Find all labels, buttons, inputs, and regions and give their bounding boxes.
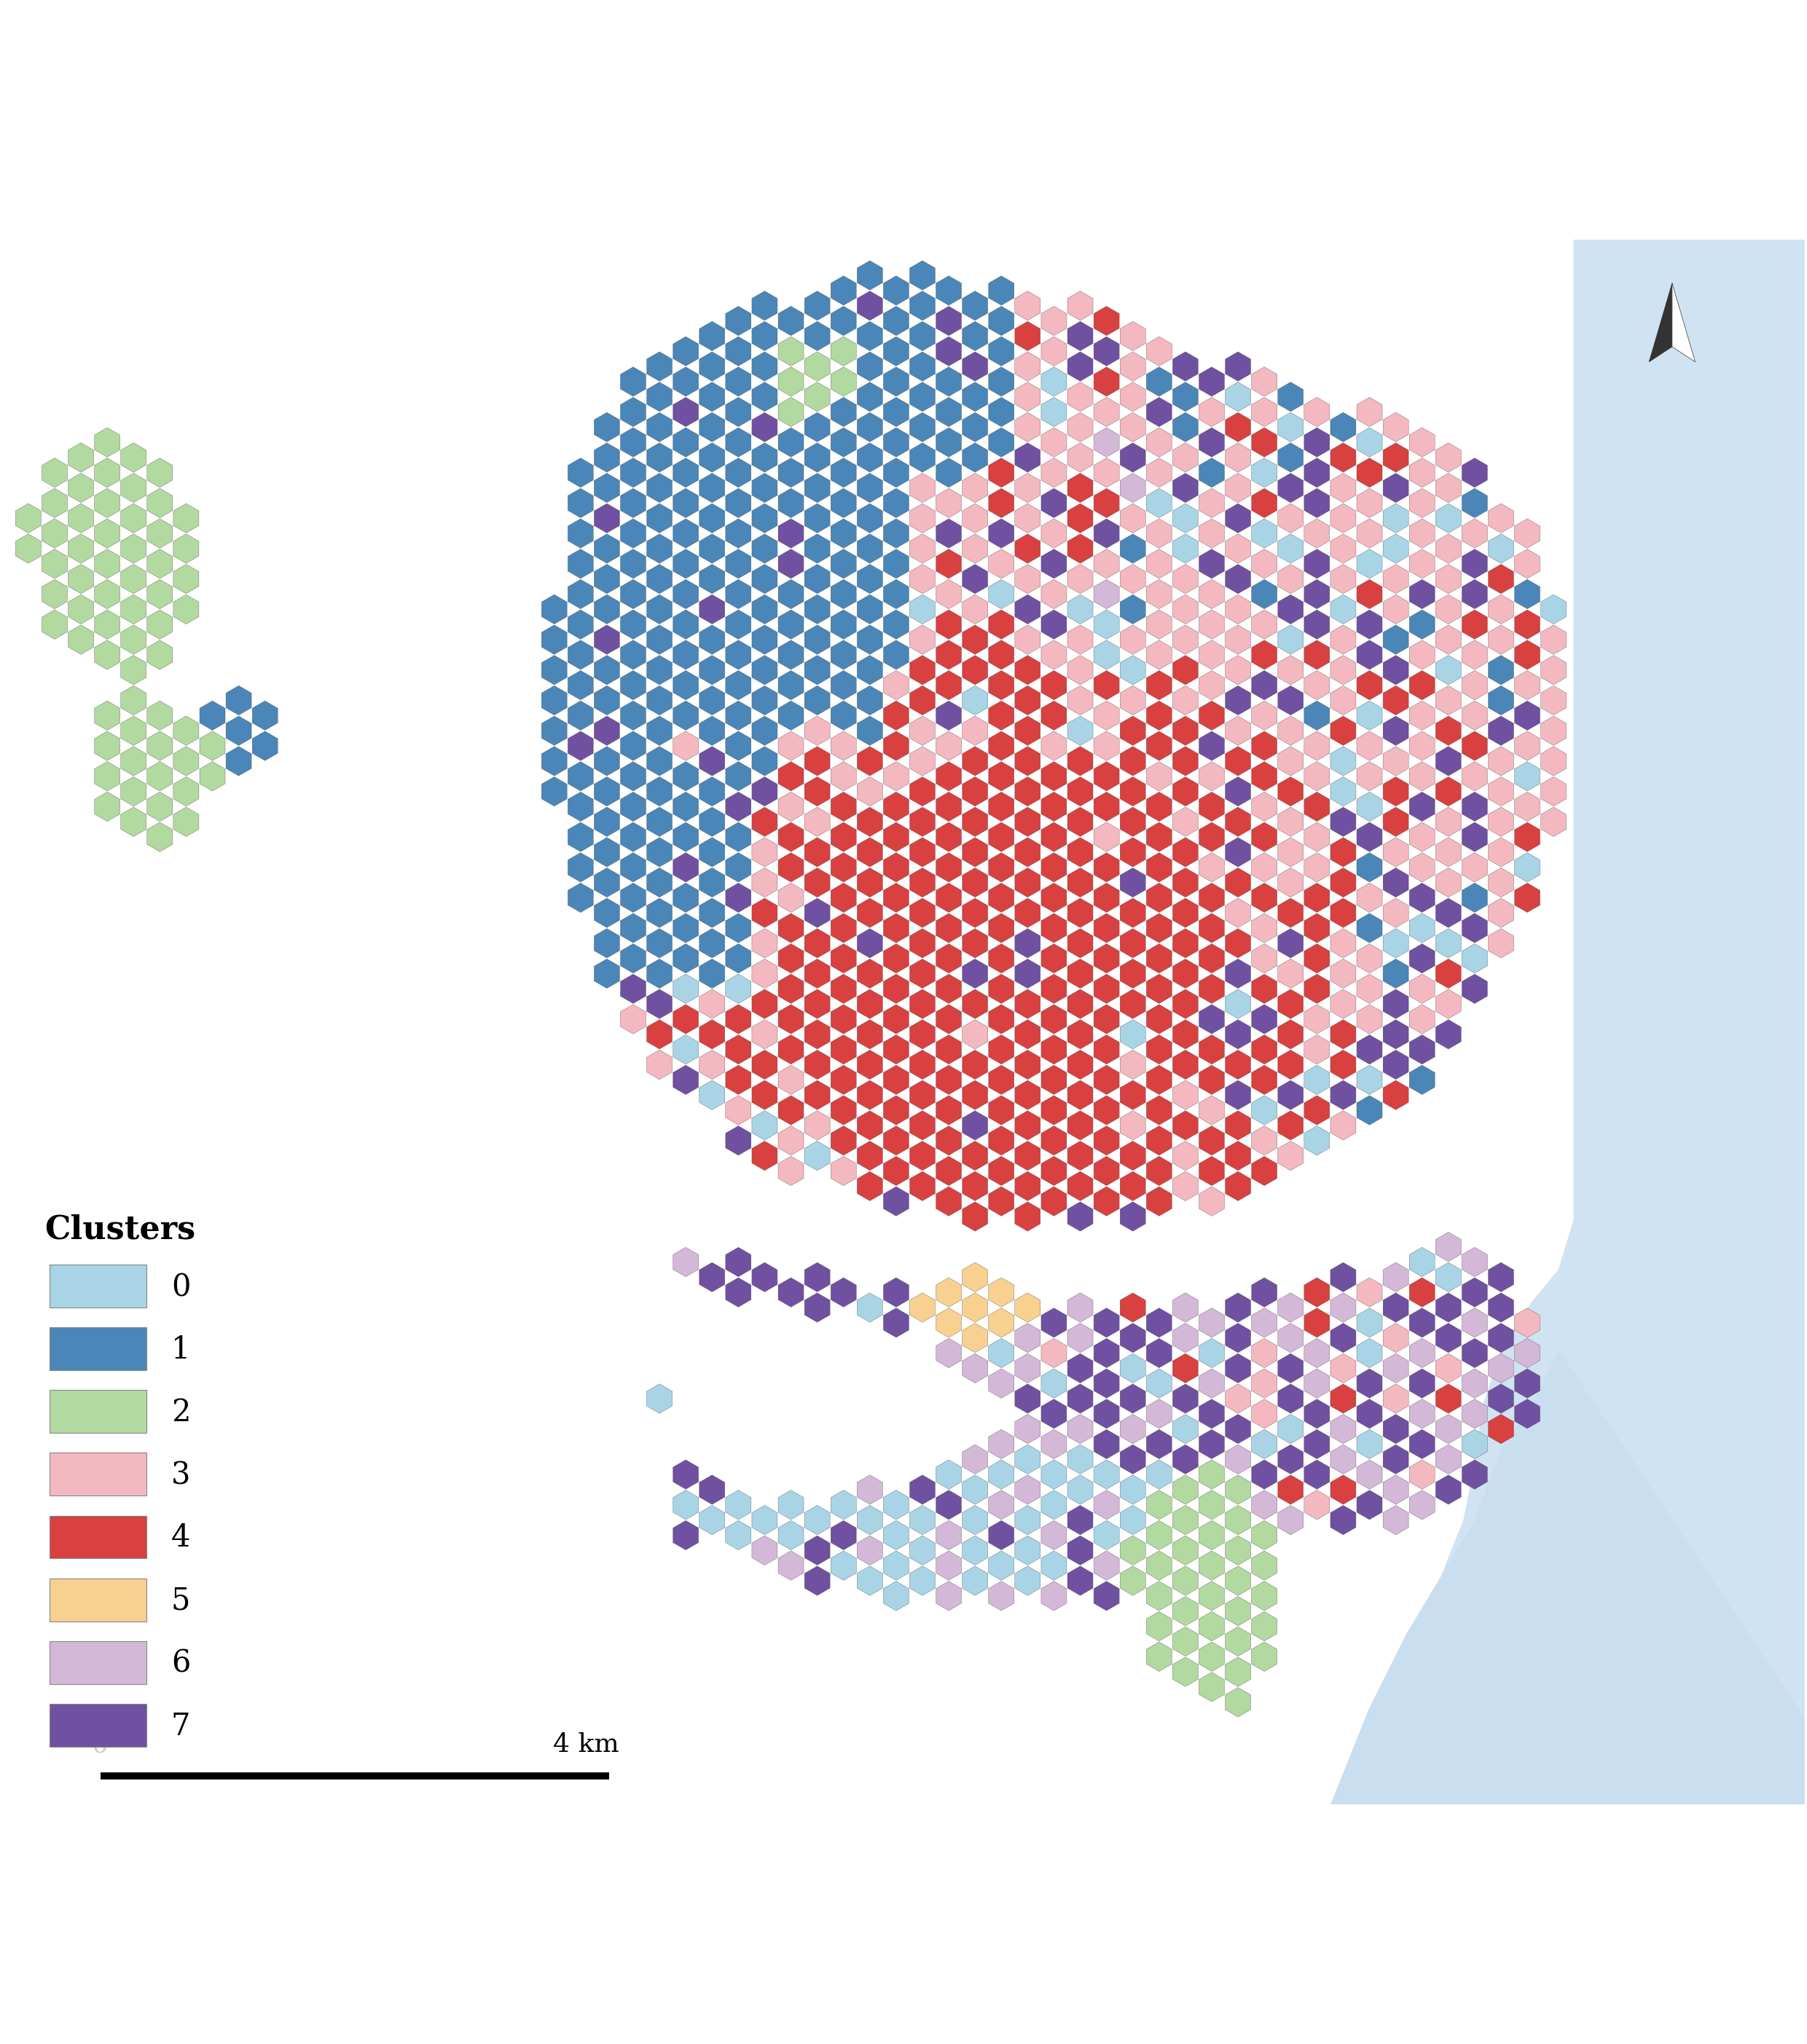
Polygon shape — [1671, 282, 1695, 362]
Polygon shape — [1330, 192, 1807, 1805]
Legend: 0, 1, 2, 3, 4, 5, 6, 7: 0, 1, 2, 3, 4, 5, 6, 7 — [18, 1186, 222, 1774]
Polygon shape — [1650, 282, 1671, 362]
Polygon shape — [1178, 1349, 1807, 2044]
Text: 4 km: 4 km — [553, 1733, 618, 1758]
Text: 0: 0 — [90, 1733, 108, 1758]
